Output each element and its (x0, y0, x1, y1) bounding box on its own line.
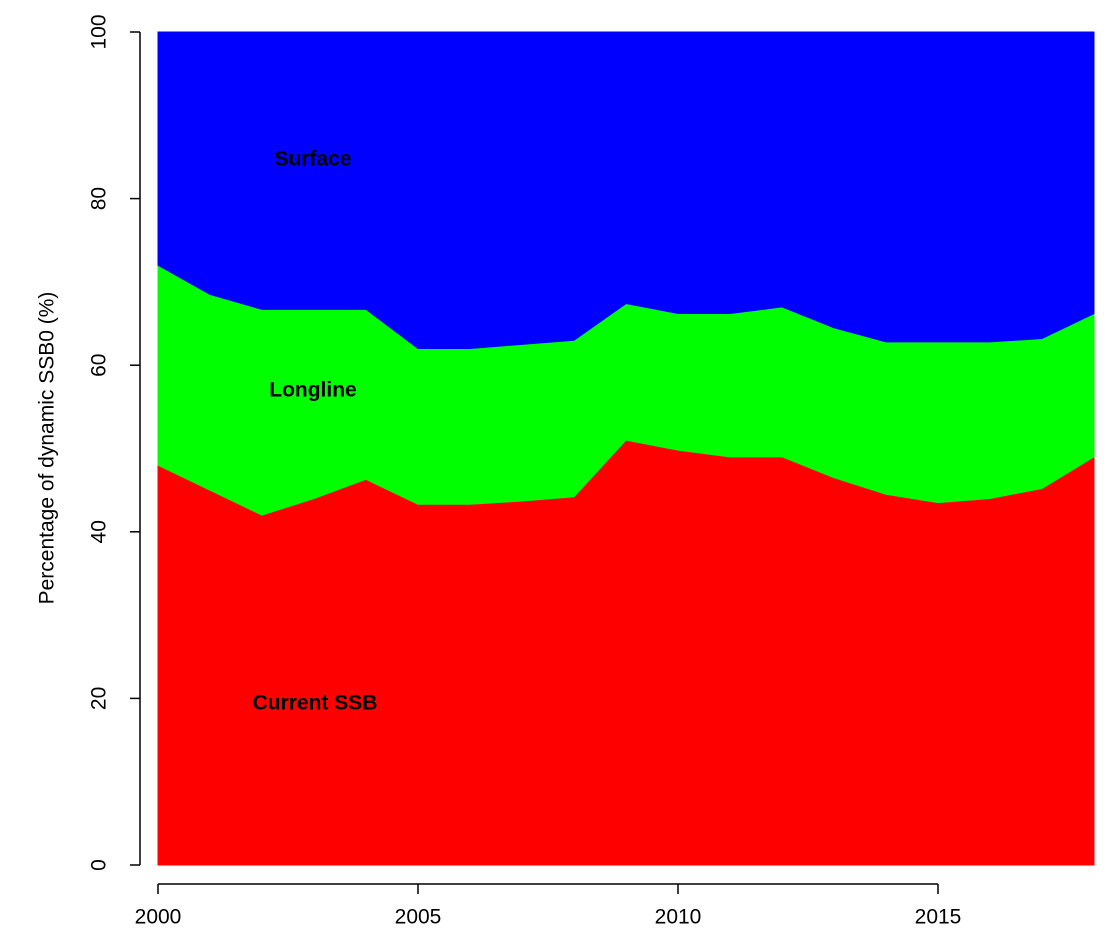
y-tick-label: 40 (88, 520, 111, 543)
y-tick-label: 60 (88, 354, 111, 377)
y-tick-label: 100 (88, 14, 111, 49)
y-tick-label: 80 (88, 187, 111, 210)
y-axis-label: Percentage of dynamic SSB0 (%) (36, 292, 59, 605)
y-tick-label: 20 (88, 687, 111, 710)
y-tick-label: 0 (88, 859, 111, 871)
x-tick-label: 2000 (135, 906, 182, 929)
x-tick-label: 2005 (395, 906, 442, 929)
area (157, 31, 1095, 350)
area-label: Longline (269, 379, 357, 402)
area-label: Current SSB (253, 692, 378, 715)
area-label: Surface (274, 148, 351, 171)
x-tick-label: 2015 (915, 906, 962, 929)
x-tick-label: 2010 (655, 906, 702, 929)
